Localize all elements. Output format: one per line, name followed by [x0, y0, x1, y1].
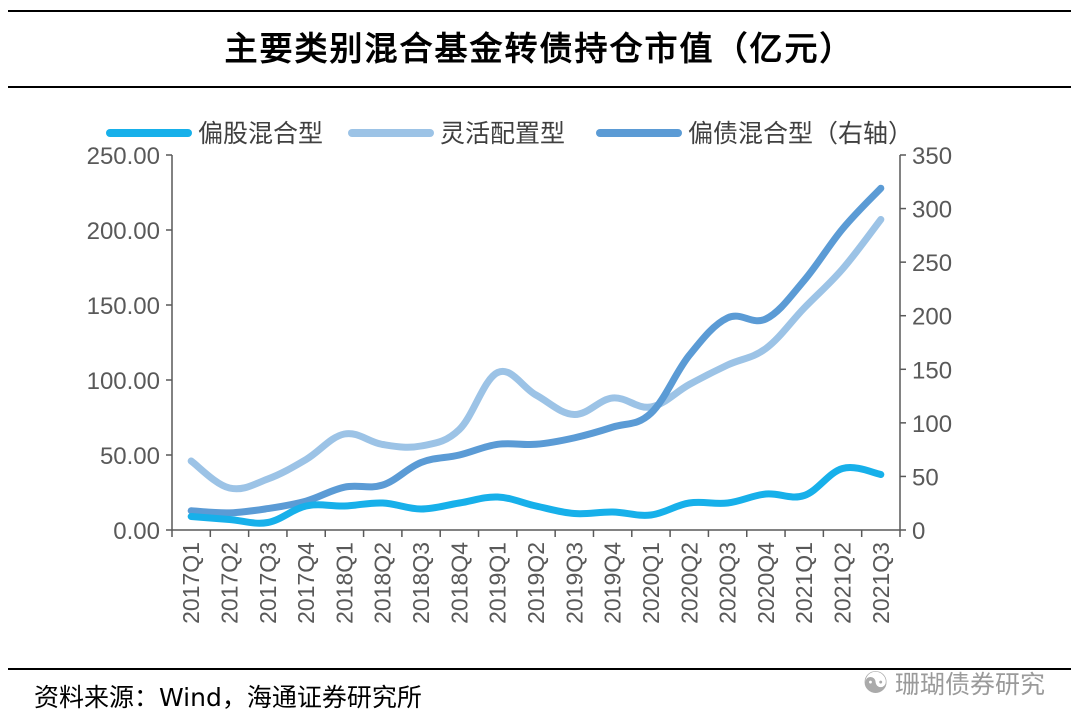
x-tick-label: 2018Q3: [408, 542, 434, 624]
top-rule: [8, 10, 1071, 12]
x-tick-label: 2018Q1: [331, 542, 357, 624]
right-tick-label: 300: [912, 197, 952, 224]
legend-label-2: 偏债混合型（右轴）: [688, 119, 913, 148]
watermark-text: 珊瑚债券研究: [894, 670, 1045, 699]
right-tick-label: 350: [912, 143, 952, 170]
right-tick-label: 200: [912, 304, 952, 331]
x-tick-label: 2021Q2: [830, 542, 856, 624]
x-tick-label: 2018Q2: [370, 542, 396, 624]
left-tick-label: 100.00: [87, 368, 160, 395]
x-tick-label: 2019Q4: [600, 542, 626, 624]
x-tick-label: 2020Q3: [715, 542, 741, 624]
watermark: ☯ 珊瑚债券研究: [862, 665, 1045, 701]
chart-title: 主要类别混合基金转债持仓市值（亿元）: [224, 29, 855, 68]
x-tick-label: 2017Q2: [216, 542, 242, 624]
legend-label-1: 灵活配置型: [440, 119, 565, 148]
x-tick-label: 2017Q3: [255, 542, 281, 624]
x-tick-label: 2020Q2: [676, 542, 702, 624]
legend-label-0: 偏股混合型: [198, 119, 323, 148]
bottom-rule: [8, 668, 1071, 670]
left-tick-label: 150.00: [87, 293, 160, 320]
x-tick-label: 2019Q1: [485, 542, 511, 624]
left-tick-label: 250.00: [87, 143, 160, 170]
title-rule: [8, 86, 1071, 88]
series-line-0: [187, 464, 885, 527]
x-tick-label: 2021Q1: [791, 542, 817, 624]
right-tick-label: 150: [912, 357, 952, 384]
left-tick-label: 200.00: [87, 218, 160, 245]
x-axis-labels: 2017Q1 2017Q2 2017Q3 2017Q4 2018Q1 2018Q2 2018…: [178, 542, 894, 624]
x-tick-label: 2017Q1: [178, 542, 204, 624]
x-tick-label: 2019Q3: [561, 542, 587, 624]
x-tick-label: 2017Q4: [293, 542, 319, 624]
right-tick-label: 50: [912, 464, 939, 491]
x-tick-label: 2020Q4: [753, 542, 779, 624]
x-tick-label: 2019Q2: [523, 542, 549, 624]
axes: 0.00 50.00 100.00 150.00 200.00 250.00 0 50 100 1…: [87, 143, 952, 545]
wechat-icon: ☯: [862, 665, 889, 701]
x-tick-label: 2021Q3: [868, 542, 894, 624]
legend: 偏股混合型 灵活配置型 偏债混合型（右轴）: [106, 119, 913, 148]
series-lines: [187, 184, 885, 527]
left-tick-label: 0.00: [113, 518, 160, 545]
left-tick-label: 50.00: [100, 443, 160, 470]
right-tick-label: 0: [912, 518, 925, 545]
right-tick-label: 250: [912, 250, 952, 277]
x-tick-label: 2018Q4: [446, 542, 472, 624]
series-line-2: [187, 184, 885, 517]
source-note: 资料来源：Wind，海通证券研究所: [34, 683, 422, 712]
series-line-1: [187, 216, 885, 493]
x-tick-label: 2020Q1: [638, 542, 664, 624]
right-tick-label: 100: [912, 411, 952, 438]
